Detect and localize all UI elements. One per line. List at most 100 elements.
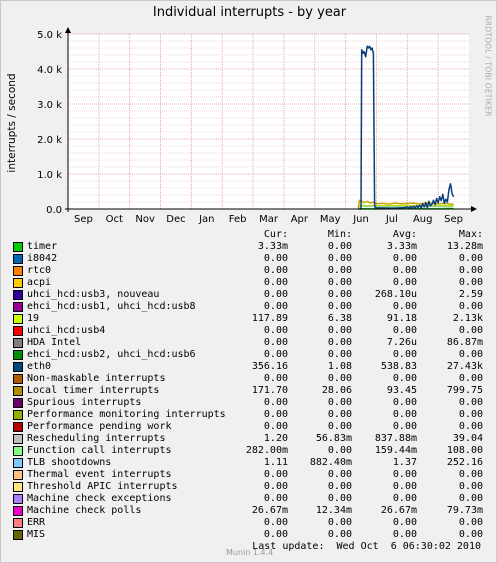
legend-header-min: Min:: [327, 229, 352, 240]
x-tick-label: Jul: [385, 214, 398, 225]
legend-max: 86.87m: [446, 337, 483, 348]
legend-swatch: [13, 494, 23, 504]
legend-min: 0.00: [327, 373, 352, 384]
legend-cur: 356.16: [251, 361, 288, 372]
y-tick-label: 2.0 k: [37, 135, 62, 146]
legend-name: Threshold APIC interrupts: [27, 481, 178, 492]
legend-row: Function call interrupts 282.00m 0.00 159.4…: [1, 445, 497, 457]
legend-min: 0.00: [327, 481, 352, 492]
x-tick-label: Aug: [413, 214, 433, 225]
legend-swatch: [13, 386, 23, 396]
x-tick-label: Oct: [106, 214, 123, 225]
y-tick-label: 5.0 k: [37, 30, 62, 41]
legend-min: 0.00: [327, 325, 352, 336]
legend-name: Machine check exceptions: [27, 493, 172, 504]
legend-min: 0.00: [327, 421, 352, 432]
legend-avg: 0.00: [392, 277, 417, 288]
legend-name: acpi: [27, 277, 52, 288]
legend-swatch: [13, 518, 23, 528]
legend-name: ERR: [27, 517, 46, 528]
legend-max: 2.13k: [452, 313, 483, 324]
legend-max: 0.00: [458, 301, 483, 312]
legend-max: 0.00: [458, 517, 483, 528]
legend-cur: 3.33m: [257, 241, 288, 252]
legend-max: 799.75: [446, 385, 483, 396]
legend-min: 0.00: [327, 337, 352, 348]
x-tick-label: Apr: [291, 214, 309, 225]
legend-swatch: [13, 458, 23, 468]
legend-swatch: [13, 470, 23, 480]
legend-name: eth0: [27, 361, 52, 372]
legend-swatch: [13, 266, 23, 276]
legend-name: Spurious interrupts: [27, 397, 142, 408]
legend-avg: 159.44m: [374, 445, 417, 456]
legend-name: TLB shootdowns: [27, 457, 112, 468]
legend-avg: 26.67m: [380, 505, 417, 516]
legend-cur: 171.70: [251, 385, 288, 396]
legend-row: eth0 356.16 1.08 538.83 27.43k: [1, 361, 497, 373]
legend-row: 19 117.89 6.38 91.18 2.13k: [1, 313, 497, 325]
legend-max: 0.00: [458, 397, 483, 408]
legend-avg: 0.00: [392, 481, 417, 492]
legend-name: uhci_hcd:usb4: [27, 325, 106, 336]
legend-cur: 0.00: [263, 253, 288, 264]
legend-name: Thermal event interrupts: [27, 469, 172, 480]
legend-row: i8042 0.00 0.00 0.00 0.00: [1, 253, 497, 265]
legend-swatch: [13, 422, 23, 432]
legend-min: 0.00: [327, 349, 352, 360]
legend-max: 0.00: [458, 529, 483, 540]
legend-min: 0.00: [327, 469, 352, 480]
legend-max: 0.00: [458, 421, 483, 432]
legend-max: 39.04: [452, 433, 483, 444]
legend-swatch: [13, 530, 23, 540]
legend-row: Local timer interrupts 171.70 28.06 93.45 79…: [1, 385, 497, 397]
x-tick-label: Dec: [166, 214, 185, 225]
legend-avg: 0.00: [392, 421, 417, 432]
legend-row: Machine check polls 26.67m 12.34m 26.67m 79.…: [1, 505, 497, 517]
legend-min: 0.00: [327, 493, 352, 504]
legend-max: 0.00: [458, 469, 483, 480]
x-tick-label: Jun: [352, 214, 369, 225]
legend-avg: 0.00: [392, 265, 417, 276]
legend-max: 0.00: [458, 493, 483, 504]
legend-avg: 3.33m: [386, 241, 417, 252]
legend-row: ehci_hcd:usb1, uhci_hcd:usb8 0.00 0.00 0.00…: [1, 301, 497, 313]
legend-swatch: [13, 398, 23, 408]
x-axis-arrow: [471, 206, 477, 212]
plot-area: [68, 34, 469, 209]
legend-cur: 0.00: [263, 493, 288, 504]
legend-cur: 0.00: [263, 301, 288, 312]
legend-swatch: [13, 254, 23, 264]
legend-max: 79.73m: [446, 505, 483, 516]
legend-swatch: [13, 434, 23, 444]
legend-cur: 0.00: [263, 265, 288, 276]
legend-avg: 837.88m: [374, 433, 417, 444]
legend-row: ERR 0.00 0.00 0.00 0.00: [1, 517, 497, 529]
legend-min: 0.00: [327, 445, 352, 456]
y-axis-arrow: [65, 27, 71, 33]
legend-name: ehci_hcd:usb1, uhci_hcd:usb8: [27, 301, 196, 312]
legend-min: 0.00: [327, 241, 352, 252]
last-update: Last update: Wed Oct 6 06:30:02 2010: [252, 541, 481, 552]
y-tick-label: 4.0 k: [37, 65, 62, 76]
legend-max: 0.00: [458, 277, 483, 288]
legend-avg: 0.00: [392, 325, 417, 336]
y-tick-label: 0.0: [46, 205, 62, 216]
legend-avg: 0.00: [392, 529, 417, 540]
legend-cur: 0.00: [263, 481, 288, 492]
legend-row: ehci_hcd:usb2, uhci_hcd:usb6 0.00 0.00 0.00…: [1, 349, 497, 361]
legend-cur: 0.00: [263, 421, 288, 432]
legend-name: 19: [27, 313, 40, 324]
y-tick-labels: 0.0 1.0 k 2.0 k 3.0 k 4.0 k 5.0 k: [37, 30, 62, 216]
x-tick-label: Sep: [74, 214, 93, 225]
legend-max: 0.00: [458, 253, 483, 264]
legend-avg: 538.83: [380, 361, 417, 372]
legend-row: acpi 0.00 0.00 0.00 0.00: [1, 277, 497, 289]
legend-avg: 0.00: [392, 253, 417, 264]
legend-row: Rescheduling interrupts 1.20 56.83m 837.88m…: [1, 433, 497, 445]
legend-avg: 0.00: [392, 397, 417, 408]
legend-name: Function call interrupts: [27, 445, 172, 456]
legend-swatch: [13, 410, 23, 420]
legend-swatch: [13, 506, 23, 516]
